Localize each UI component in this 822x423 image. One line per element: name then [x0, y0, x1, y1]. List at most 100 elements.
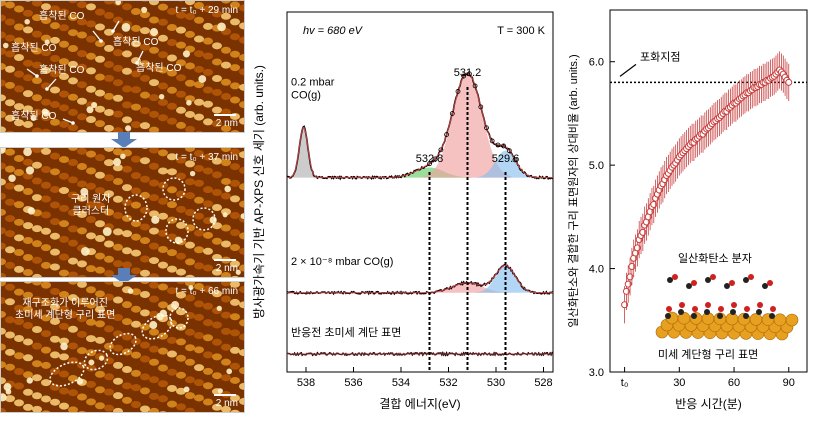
stm-atom	[131, 220, 141, 228]
stm-atom	[131, 155, 141, 163]
stm-atom	[149, 358, 159, 366]
stm-atom	[158, 51, 168, 59]
stm-atom	[194, 364, 204, 372]
stm-atom	[122, 116, 132, 124]
stm-atom	[167, 54, 177, 62]
x-tick-label: 60	[728, 377, 740, 389]
stm-atom	[23, 403, 33, 411]
stm-atom	[221, 358, 231, 366]
co-pointer-arrow	[46, 78, 57, 90]
stm-atom	[158, 229, 168, 237]
data-point	[512, 157, 518, 163]
down-arrow-icon	[111, 132, 137, 148]
stm-atom	[77, 18, 87, 26]
stm-atom	[185, 110, 195, 118]
stm-atom	[239, 319, 244, 327]
stm-atom	[221, 148, 231, 152]
saturation-arrow	[619, 63, 637, 77]
stm-atom	[32, 14, 42, 22]
series-label: 반응전 초미세 계단 표면	[291, 326, 401, 339]
stm-atom	[239, 151, 244, 159]
stm-atom	[194, 346, 204, 354]
carbon-atom	[704, 309, 710, 315]
stm-bright-spot	[3, 383, 12, 391]
stm-atom	[113, 392, 123, 400]
stm-atom	[5, 50, 15, 58]
stm-bright-spot	[113, 158, 122, 166]
stm-atom	[194, 331, 204, 339]
stm-atom	[140, 237, 150, 245]
stm-atom	[158, 380, 168, 388]
stm-atom	[50, 288, 60, 296]
stm-bright-spot	[188, 285, 194, 291]
stm-atom	[149, 79, 159, 87]
stm-atom	[86, 265, 96, 273]
stm-atom	[32, 256, 42, 264]
stm-atom	[23, 41, 33, 49]
stm-atom	[131, 103, 141, 111]
stm-atom	[50, 185, 60, 193]
stm-atom	[59, 156, 69, 164]
stm-atom	[14, 399, 24, 407]
stm-atom	[86, 35, 96, 43]
stm-atom	[1, 282, 6, 287]
fit-curve	[286, 72, 554, 179]
stm-atom	[167, 265, 177, 273]
stm-atom	[158, 395, 168, 403]
stm-atom	[86, 3, 96, 11]
stm-atom	[231, 275, 239, 277]
stm-atom	[122, 247, 132, 255]
stm-atom	[14, 70, 24, 78]
stm-atom	[23, 338, 33, 346]
stm-atom	[41, 261, 51, 269]
stm-atom	[149, 148, 159, 154]
stm-atom	[95, 120, 105, 128]
stm-atom	[32, 392, 42, 400]
stm-bright-spot	[8, 174, 16, 182]
stm-atom	[230, 409, 240, 412]
stm-atom	[32, 405, 42, 412]
stm-atom	[77, 31, 87, 39]
stm-atom	[221, 295, 231, 303]
stm-atom	[59, 90, 69, 98]
stm-atom	[185, 407, 195, 412]
stm-atom	[41, 298, 51, 306]
stm-atom	[23, 269, 33, 277]
stm-time-label: t = t₀ + 29 min	[175, 5, 238, 16]
x-tick-label: 536	[344, 377, 362, 389]
stm-atom	[50, 5, 60, 13]
stm-atom	[14, 304, 24, 312]
stm-atom	[23, 222, 33, 230]
co-pointer-arrowhead	[71, 121, 75, 125]
stm-atom	[230, 229, 240, 237]
data-point	[461, 73, 467, 79]
stm-atom	[194, 16, 204, 24]
stm-bright-spot	[222, 212, 228, 218]
stm-atom	[50, 70, 60, 78]
stm-atom	[221, 124, 231, 132]
scale-bar	[214, 114, 236, 116]
stm-atom	[131, 351, 141, 359]
stm-atom	[230, 1, 240, 9]
cluster-circle	[162, 177, 186, 201]
stm-atom	[50, 55, 60, 63]
stm-atom	[131, 40, 141, 48]
stm-atom	[203, 37, 213, 45]
stm-atom	[1, 327, 6, 335]
stm-atom	[131, 201, 141, 209]
stm-atom	[95, 370, 105, 378]
co-label: 흡착된 CO	[11, 111, 57, 122]
stm-panel-2: t = t₀ + 37 min 2 nm 구리 원자 클러스터	[0, 147, 245, 278]
stm-bright-spot	[98, 355, 105, 361]
stm-atom	[77, 194, 87, 202]
stm-bright-spot	[42, 109, 50, 117]
stm-atom	[131, 121, 141, 129]
stm-bright-spot	[217, 22, 226, 32]
stm-atom	[95, 23, 105, 31]
stm-bright-spot	[226, 368, 233, 375]
stm-atom	[23, 26, 33, 34]
stm-atom	[167, 233, 177, 241]
x-tick-label: 30	[673, 377, 685, 389]
y-axis-label: 방사광가속기 기반 AP-XPS 신호 세기 (arb. units.)	[252, 65, 266, 319]
scale-bar-label: 2 nm	[215, 263, 238, 274]
